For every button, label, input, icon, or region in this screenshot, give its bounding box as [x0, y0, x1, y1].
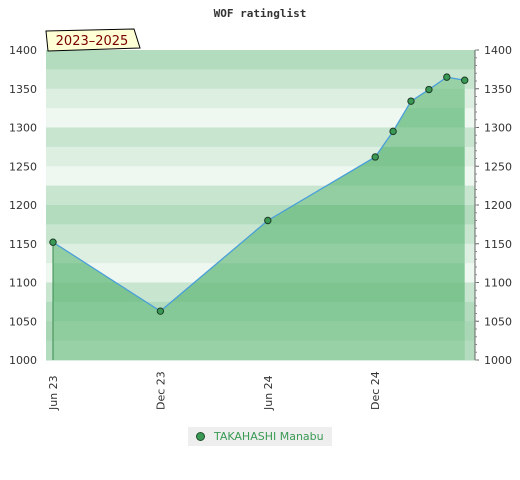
- legend: TAKAHASHI Manabu: [188, 427, 332, 446]
- y-tick-label-right: 1250: [484, 160, 512, 173]
- y-tick-label-right: 1350: [484, 83, 512, 96]
- background-band: [46, 69, 475, 90]
- y-tick-label-left: 1350: [9, 83, 37, 96]
- period-badge-text: 2023–2025: [56, 34, 129, 49]
- y-tick-label-left: 1000: [9, 354, 37, 367]
- y-axis-left: 1000 1050 1100 1150 1200 1250 1300 1350 1400: [9, 44, 37, 367]
- x-axis: Jun 23 Dec 23 Jun 24 Dec 24: [47, 371, 382, 411]
- background-band: [46, 88, 475, 109]
- y-tick-label-right: 1150: [484, 238, 512, 251]
- y-tick-label-right: 1100: [484, 277, 512, 290]
- data-point[interactable]: [443, 73, 451, 81]
- y-tick-label-left: 1150: [9, 238, 37, 251]
- background-band: [46, 108, 475, 128]
- y-tick-label-left: 1400: [9, 44, 37, 57]
- data-points: [49, 73, 469, 315]
- data-point[interactable]: [371, 153, 379, 161]
- y-tick-label-right: 1400: [484, 44, 512, 57]
- x-tick-label: Dec 24: [369, 371, 382, 410]
- x-tick-label: Jun 23: [47, 375, 60, 411]
- data-point[interactable]: [264, 216, 272, 225]
- data-point[interactable]: [389, 127, 397, 136]
- data-point[interactable]: [425, 85, 433, 94]
- legend-label: TAKAHASHI Manabu: [214, 430, 324, 443]
- y-tick-label-right: 1200: [484, 199, 512, 212]
- x-tick-label: Jun 24: [262, 375, 275, 411]
- chart-title: WOF ratinglist: [214, 7, 307, 20]
- data-point[interactable]: [156, 307, 165, 315]
- y-tick-label-right: 1050: [484, 315, 512, 328]
- y-tick-label-left: 1200: [9, 199, 37, 212]
- data-point[interactable]: [407, 97, 415, 105]
- period-badge: 2023–2025: [45, 28, 141, 52]
- y-axis-right: 1000 1050 1100 1150 1200 1250 1300 1350 1400: [474, 44, 512, 367]
- x-tick-label: Dec 23: [154, 371, 167, 410]
- y-tick-label-left: 1050: [9, 315, 37, 328]
- y-tick-label-right: 1300: [484, 122, 512, 135]
- background-band: [46, 127, 475, 148]
- background-band: [46, 50, 475, 70]
- y-tick-label-right: 1000: [484, 354, 512, 367]
- data-point[interactable]: [461, 76, 469, 84]
- y-tick-label-left: 1100: [9, 277, 37, 290]
- data-point[interactable]: [49, 238, 57, 246]
- y-tick-label-left: 1250: [9, 160, 37, 173]
- y-tick-label-left: 1300: [9, 122, 37, 135]
- legend-marker: [196, 432, 205, 441]
